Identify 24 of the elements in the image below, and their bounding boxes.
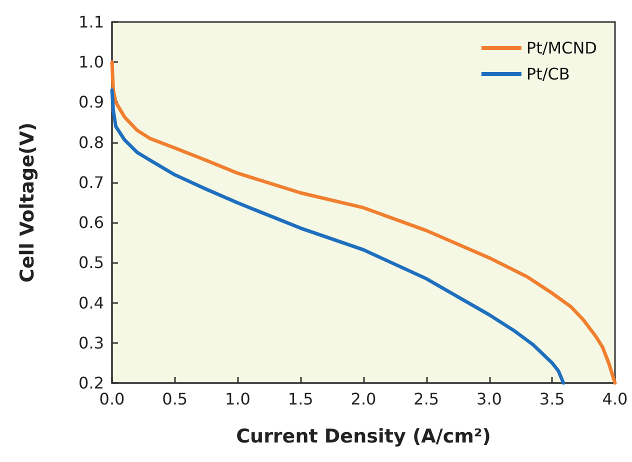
x-tick-label: 3.0: [476, 390, 502, 408]
y-tick-label: 0.5: [78, 253, 104, 272]
y-tick-label: 0.2: [78, 374, 104, 392]
legend-label: Pt/MCND: [526, 38, 597, 58]
y-tick-label: 0.9: [78, 92, 104, 112]
y-tick-label: 1.1: [78, 12, 104, 32]
y-tick-label: 0.7: [78, 172, 104, 192]
line-series: [110, 88, 566, 385]
y-tick-label: 0.6: [78, 213, 104, 232]
y-tick-label: 0.4: [78, 293, 104, 312]
x-tick-label: 4.0: [602, 390, 628, 408]
x-tick-label: 0.0: [99, 390, 125, 408]
y-tick-label: 0.8: [78, 132, 104, 152]
x-tick-label: 1.5: [288, 390, 314, 408]
y-tick-label: 1.0: [78, 52, 104, 72]
x-tick-label: 2.0: [350, 390, 376, 408]
x-tick-label: 3.5: [539, 390, 565, 408]
y-tick-label: 0.3: [78, 333, 104, 352]
x-tick-label: 1.0: [225, 390, 250, 408]
x-tick-label: 2.5: [414, 390, 440, 408]
legend-label: Pt/CB: [526, 64, 570, 84]
y-axis-title: Cell Voltage(V): [16, 122, 38, 283]
x-axis-title: Current Density (A/cm²): [236, 426, 491, 448]
x-tick-label: 0.5: [162, 390, 188, 408]
